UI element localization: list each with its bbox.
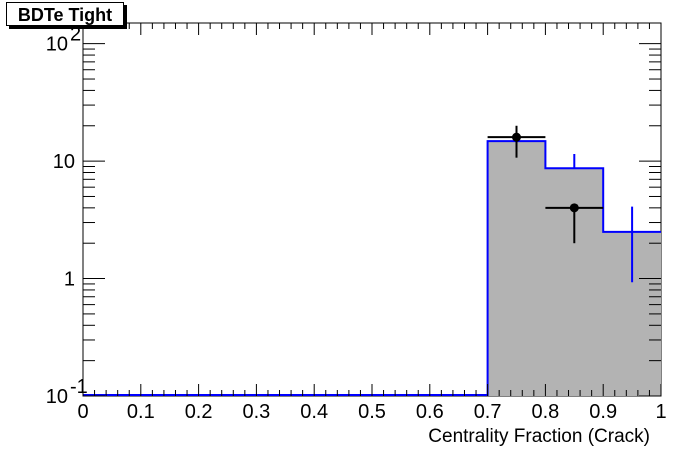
x-tick-label: 0.5 [358, 401, 386, 423]
y-tick-label: 10 [53, 151, 75, 173]
y-tick-label: 10 [46, 34, 68, 56]
y-tick-exponent: -1 [70, 376, 88, 398]
data-point [569, 203, 579, 213]
histogram-outline [83, 140, 661, 396]
y-tick-label: 10 [46, 386, 68, 408]
x-tick-labels: 0 0.1 0.2 0.3 0.4 0.5 0.6 0.7 0.8 0.9 1 [77, 401, 666, 423]
x-axis-title: Centrality Fraction (Crack) [428, 426, 650, 447]
y-tick-label: 1 [64, 269, 75, 291]
data-points-layer [487, 125, 604, 244]
x-tick-label: 0.6 [416, 401, 444, 423]
chart-title: BDTe Tight [6, 2, 124, 26]
x-tick-label: 0.3 [242, 401, 270, 423]
data-point [512, 132, 521, 142]
x-tick-label: 1 [655, 401, 666, 423]
axis-ticks-layer [82, 23, 662, 397]
histogram-bin [545, 168, 604, 396]
x-tick-label: 0.8 [531, 401, 559, 423]
histogram-bin [487, 141, 546, 396]
histogram-layer [83, 140, 661, 396]
x-tick-label: 0 [77, 401, 88, 423]
x-tick-label: 0.2 [185, 401, 213, 423]
x-tick-label: 0.9 [589, 401, 617, 423]
x-tick-label: 0.1 [127, 401, 155, 423]
y-tick-exponent: 2 [70, 24, 81, 46]
x-tick-label: 0.7 [474, 401, 502, 423]
x-tick-label: 0.4 [300, 401, 328, 423]
